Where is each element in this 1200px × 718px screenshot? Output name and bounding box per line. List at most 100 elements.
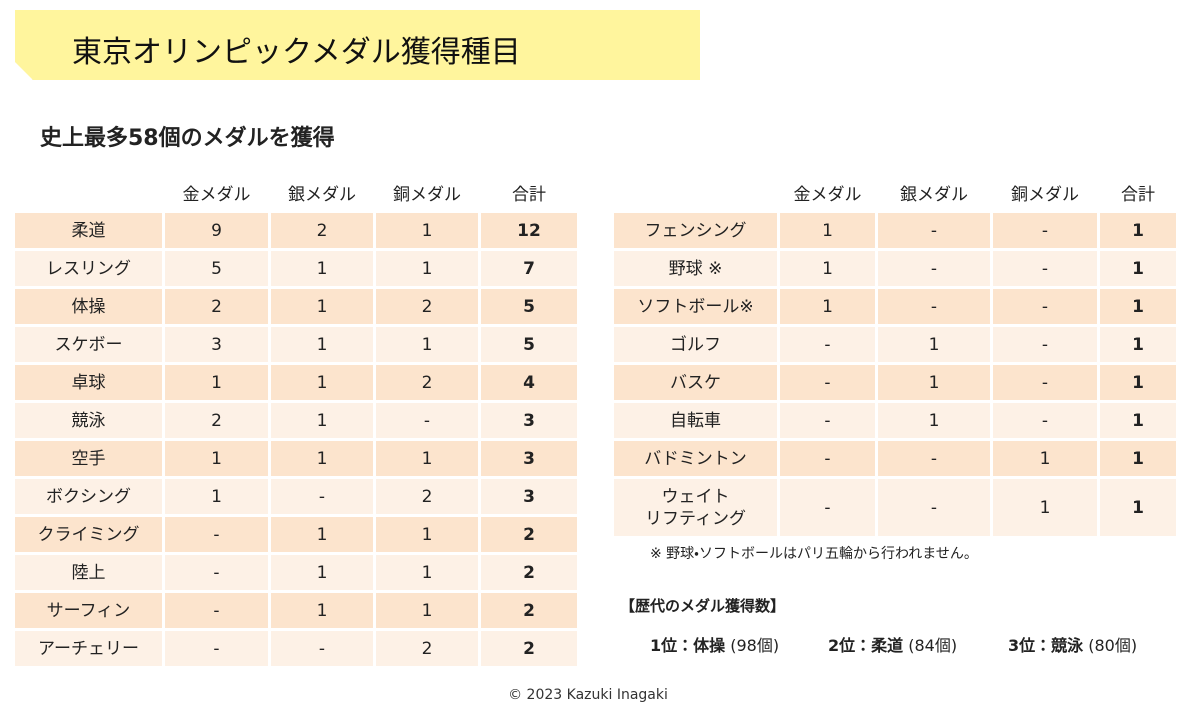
total-cell: 1 <box>1100 403 1176 438</box>
row-label: 競泳 <box>15 403 162 438</box>
row-label: 卓球 <box>15 365 162 400</box>
total-cell: 2 <box>481 631 577 666</box>
medal-cell: - <box>780 327 875 362</box>
column-header: 銅メダル <box>1011 185 1079 205</box>
row-label: バドミントン <box>614 441 777 476</box>
medal-cell: - <box>165 555 268 590</box>
medal-cell: 2 <box>376 479 478 514</box>
medal-cell: 2 <box>271 213 373 248</box>
medal-cell: - <box>878 213 990 248</box>
row-label: サーフィン <box>15 593 162 628</box>
medal-cell: 1 <box>271 517 373 552</box>
medal-cell: - <box>878 479 990 536</box>
medal-cell: 1 <box>376 327 478 362</box>
medal-cell: 1 <box>993 479 1097 536</box>
medal-cell: 1 <box>271 251 373 286</box>
medal-cell: - <box>376 403 478 438</box>
medal-cell: 9 <box>165 213 268 248</box>
row-label: フェンシング <box>614 213 777 248</box>
rank-entry: 3位：競泳 (80個) <box>1008 632 1137 656</box>
total-cell: 3 <box>481 479 577 514</box>
row-label: ウェイト リフティング <box>614 479 777 536</box>
total-cell: 1 <box>1100 327 1176 362</box>
row-label: 体操 <box>15 289 162 324</box>
row-label: 陸上 <box>15 555 162 590</box>
title: 東京オリンピックメダル獲得種目 <box>72 35 521 70</box>
medal-cell: - <box>271 631 373 666</box>
total-cell: 4 <box>481 365 577 400</box>
total-cell: 1 <box>1100 251 1176 286</box>
row-label: 空手 <box>15 441 162 476</box>
subtitle: 史上最多58個のメダルを獲得 <box>40 126 335 151</box>
rank-entry: 1位：体操 (98個) <box>650 632 779 656</box>
medal-cell: 5 <box>165 251 268 286</box>
total-cell: 5 <box>481 327 577 362</box>
total-cell: 1 <box>1100 365 1176 400</box>
medal-cell: 1 <box>271 593 373 628</box>
row-label: アーチェリー <box>15 631 162 666</box>
total-cell: 2 <box>481 555 577 590</box>
column-header: 合計 <box>1121 185 1155 205</box>
total-cell: 2 <box>481 517 577 552</box>
medal-cell: - <box>165 631 268 666</box>
total-cell: 12 <box>481 213 577 248</box>
column-header: 合計 <box>512 185 546 205</box>
column-header: 銅メダル <box>393 185 461 205</box>
medal-cell: 1 <box>376 213 478 248</box>
medal-cell: 1 <box>271 365 373 400</box>
title-banner <box>15 10 700 80</box>
total-cell: 1 <box>1100 213 1176 248</box>
medal-cell: - <box>993 327 1097 362</box>
medal-cell: 2 <box>165 289 268 324</box>
medal-cell: 1 <box>376 593 478 628</box>
rank-name: 1位：体操 <box>650 636 726 655</box>
medal-cell: - <box>780 441 875 476</box>
rank-name: 2位：柔道 <box>828 636 904 655</box>
history-heading: 【歴代のメダル獲得数】 <box>620 597 786 615</box>
total-cell: 3 <box>481 403 577 438</box>
row-label: ソフトボール※ <box>614 289 777 324</box>
rank-count: (80個) <box>1088 636 1138 655</box>
medal-cell: 1 <box>780 251 875 286</box>
medal-cell: 1 <box>780 289 875 324</box>
medal-cell: 1 <box>376 441 478 476</box>
total-cell: 3 <box>481 441 577 476</box>
medal-cell: 1 <box>376 251 478 286</box>
footer: © 2023 Kazuki Inagaki <box>508 687 668 703</box>
row-label: バスケ <box>614 365 777 400</box>
medal-cell: 2 <box>376 289 478 324</box>
column-header: 銀メダル <box>288 185 356 205</box>
label-line: ウェイト <box>661 486 730 507</box>
medal-cell: 2 <box>376 631 478 666</box>
medal-cell: 1 <box>271 555 373 590</box>
medal-cell: 1 <box>376 517 478 552</box>
medal-cell: - <box>993 251 1097 286</box>
medal-cell: 1 <box>165 479 268 514</box>
medal-cell: - <box>780 365 875 400</box>
column-header: 金メダル <box>182 185 251 205</box>
medal-cell: 2 <box>165 403 268 438</box>
medal-cell: - <box>993 403 1097 438</box>
medal-cell: 1 <box>878 327 990 362</box>
medal-cell: - <box>165 517 268 552</box>
medal-cell: - <box>993 213 1097 248</box>
row-label: 柔道 <box>15 213 162 248</box>
total-cell: 7 <box>481 251 577 286</box>
total-cell: 1 <box>1100 289 1176 324</box>
medal-cell: 1 <box>376 555 478 590</box>
medal-cell: - <box>993 365 1097 400</box>
row-label: 野球 ※ <box>614 251 777 286</box>
column-header: 金メダル <box>793 185 862 205</box>
total-cell: 1 <box>1100 479 1176 536</box>
medal-cell: 1 <box>165 365 268 400</box>
rank-entry: 2位：柔道 (84個) <box>828 632 957 656</box>
row-label: クライミング <box>15 517 162 552</box>
column-header: 銀メダル <box>900 185 968 205</box>
medal-cell: - <box>780 403 875 438</box>
medal-cell: 1 <box>165 441 268 476</box>
row-label: スケボー <box>15 327 162 362</box>
label-line: リフティング <box>645 508 746 529</box>
medal-cell: - <box>165 593 268 628</box>
medal-cell: - <box>878 441 990 476</box>
medal-cell: 3 <box>165 327 268 362</box>
